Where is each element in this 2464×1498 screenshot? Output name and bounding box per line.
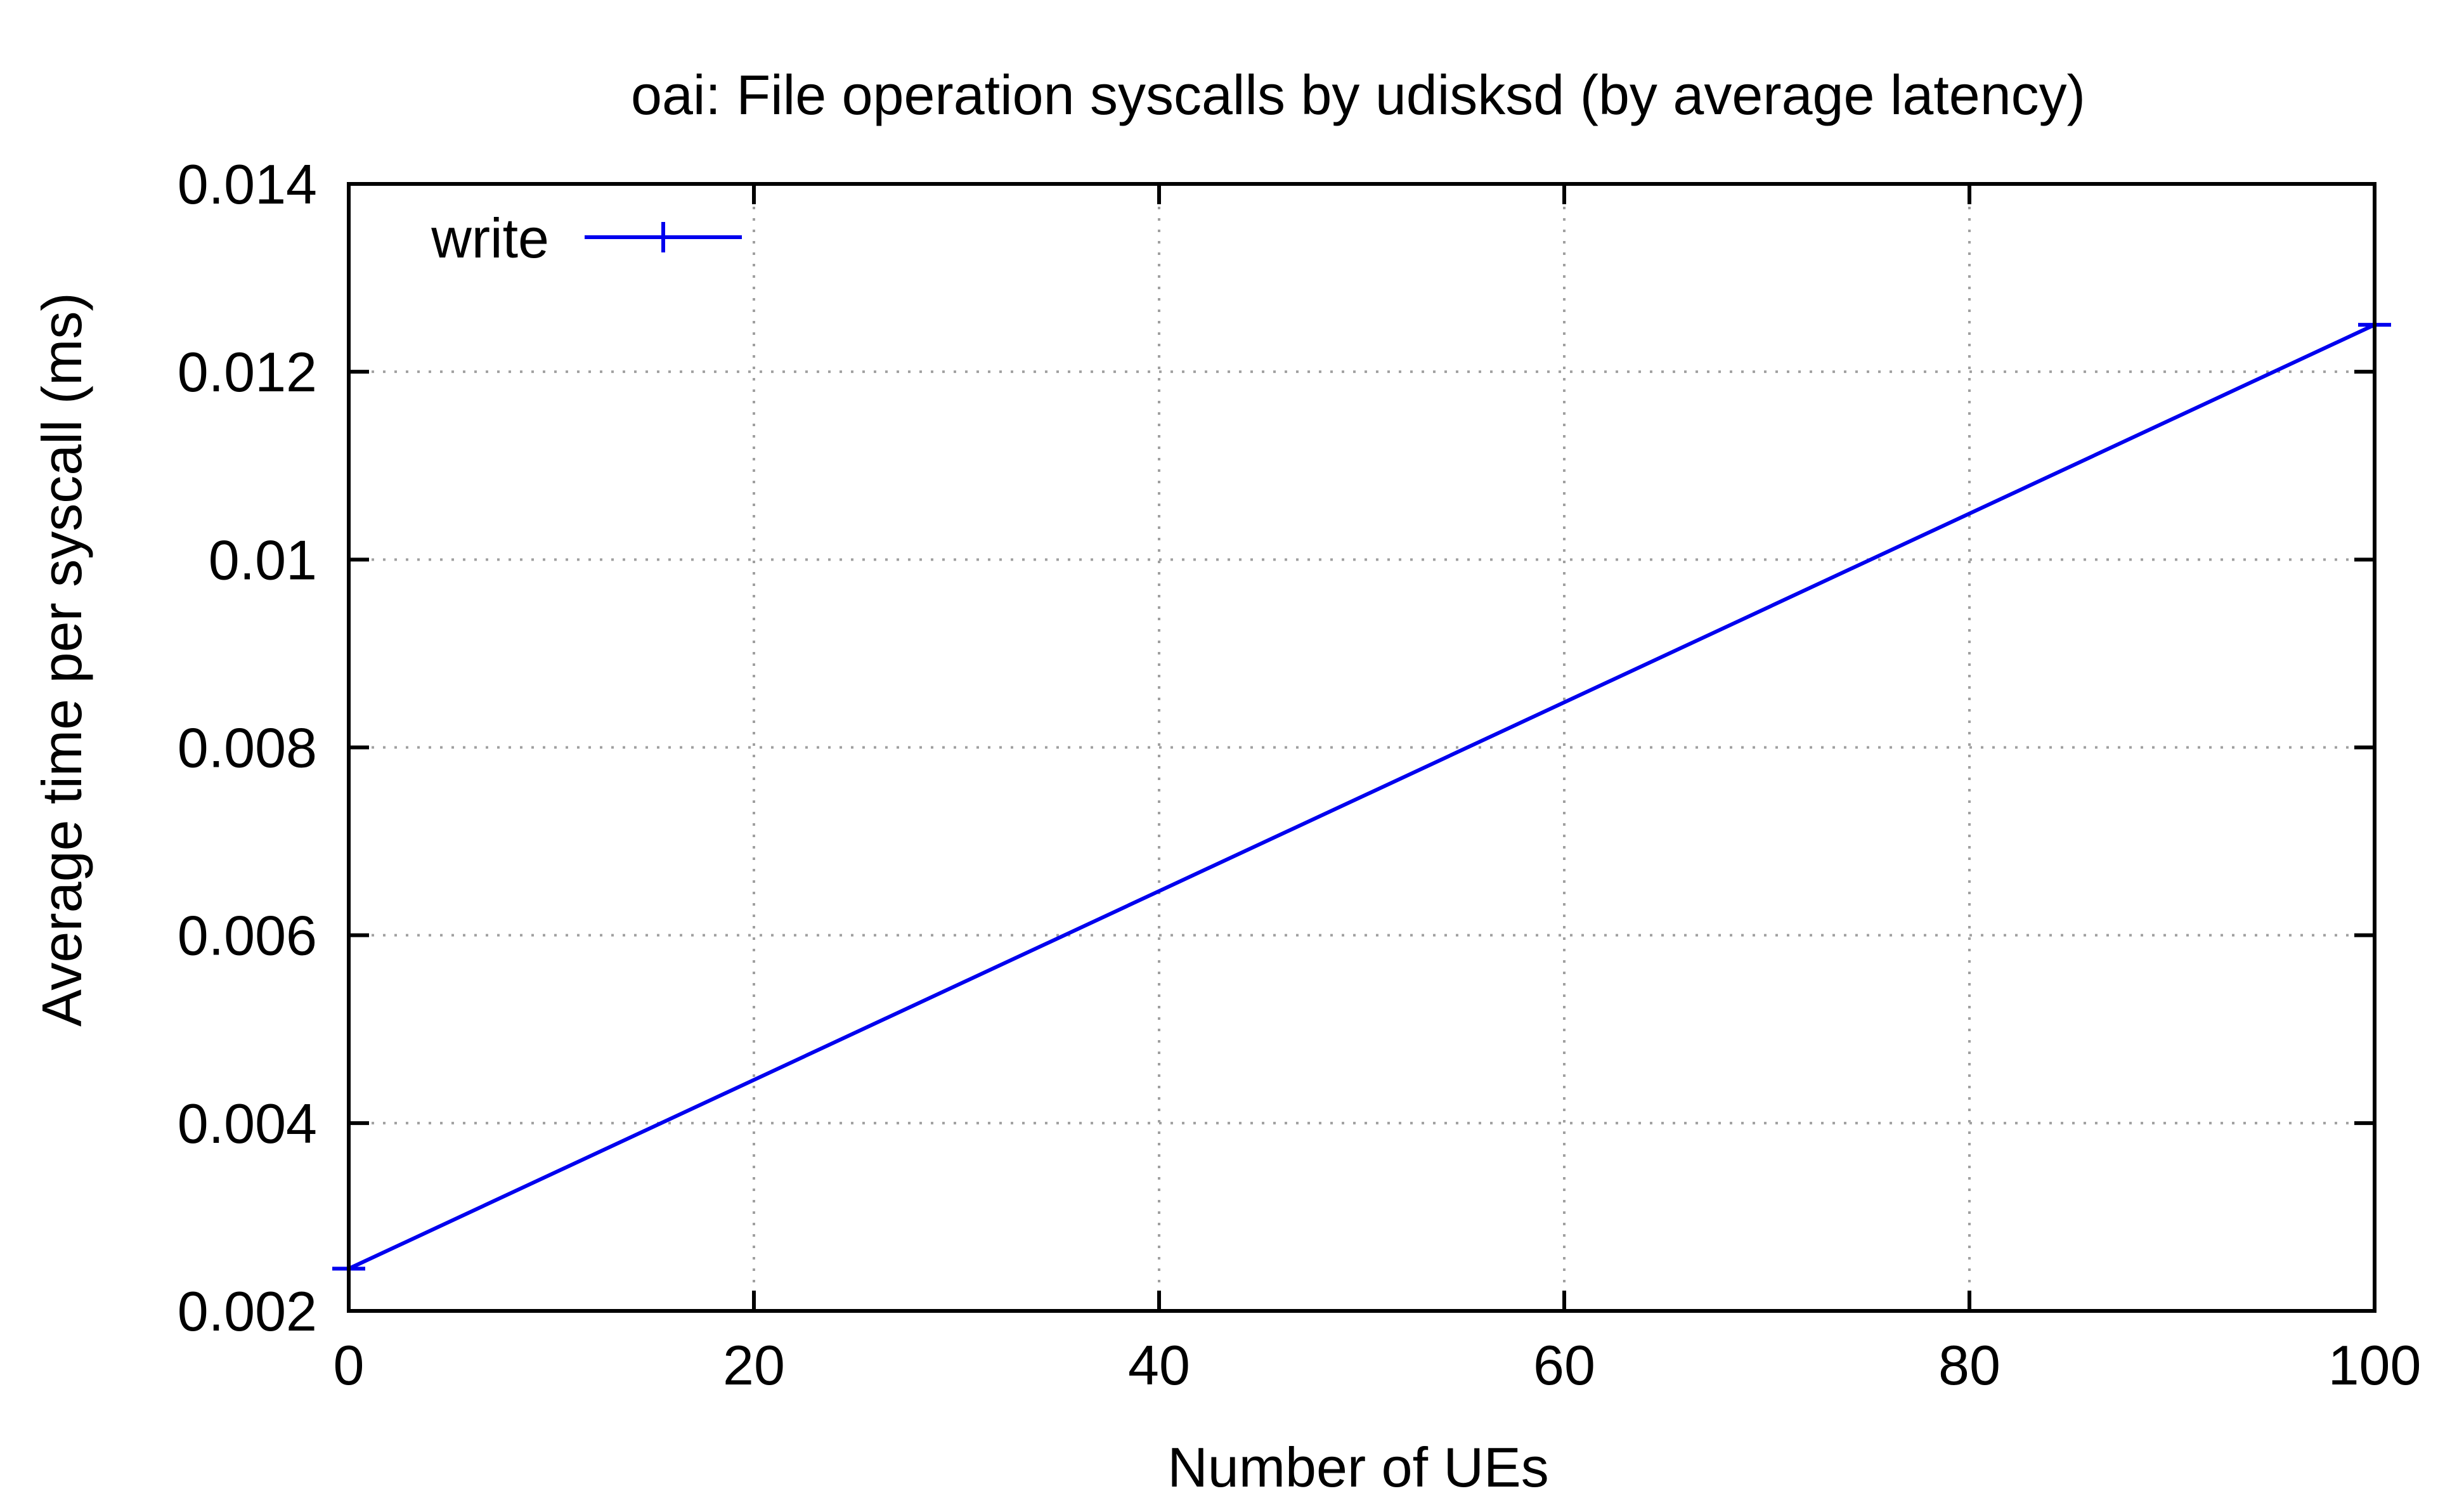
legend: write: [431, 207, 742, 270]
series-line-write: [347, 323, 2376, 1271]
y-tick-label: 0.004: [178, 1092, 317, 1155]
y-tick-label: 0.014: [178, 153, 317, 216]
y-tick-label: 0.002: [178, 1280, 317, 1343]
x-tick-labels: 0 20 40 60 80 100: [334, 1334, 2422, 1397]
legend-label-write: write: [431, 207, 549, 270]
y-tick-labels: 0.002 0.004 0.006 0.008 0.01 0.012 0.014: [178, 153, 317, 1343]
plot-frame: [347, 182, 2376, 1313]
x-tick-label: 0: [334, 1334, 365, 1397]
y-tick-label: 0.01: [209, 528, 317, 591]
x-axis-label: Number of UEs: [1167, 1436, 1549, 1498]
x-tick-label: 20: [723, 1334, 785, 1397]
x-tick-label: 40: [1128, 1334, 1190, 1397]
y-tick-label: 0.006: [178, 904, 317, 967]
chart-title: oai: File operation syscalls by udisksd …: [631, 63, 2085, 126]
x-tick-label: 80: [1938, 1334, 2000, 1397]
x-tick-label: 60: [1533, 1334, 1595, 1397]
x-tick-label: 100: [2328, 1334, 2422, 1397]
y-tick-label: 0.008: [178, 717, 317, 779]
y-axis-label: Average time per syscall (ms): [30, 292, 93, 1026]
y-tick-label: 0.012: [178, 341, 317, 403]
